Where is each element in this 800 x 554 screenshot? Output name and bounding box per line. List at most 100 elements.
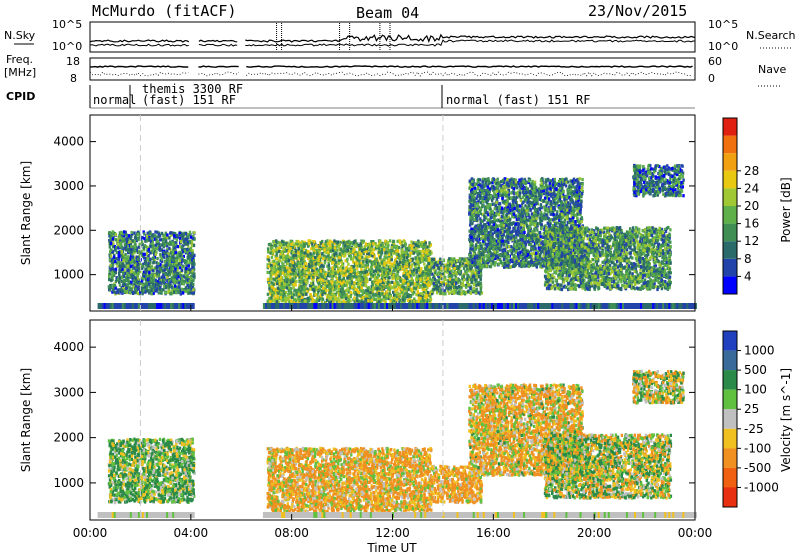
data-cell [353, 291, 355, 294]
nsky-trace [90, 40, 189, 42]
data-cell [308, 276, 310, 279]
data-cell [165, 263, 167, 266]
data-cell [179, 254, 181, 257]
data-cell [108, 275, 110, 278]
data-cell [154, 234, 156, 237]
data-cell [193, 259, 195, 262]
data-cell [125, 237, 127, 240]
data-cell [380, 267, 382, 270]
data-cell [388, 292, 390, 295]
data-cell [181, 288, 183, 291]
data-cell [312, 276, 314, 279]
data-cell [386, 261, 388, 264]
data-cell [404, 274, 406, 277]
data-cell [134, 240, 136, 243]
data-cell [149, 261, 151, 264]
data-cell [190, 236, 192, 239]
data-cell [305, 242, 307, 245]
data-cell [174, 268, 176, 271]
cpid-row: CPID normal themis 3300 RF (fast) 151 RF… [6, 82, 695, 108]
data-cell [148, 248, 150, 251]
data-cell [304, 300, 306, 303]
data-cell [321, 293, 323, 296]
data-cell [141, 240, 143, 243]
data-cell [406, 295, 408, 298]
data-cell [130, 281, 132, 284]
data-cell [161, 276, 163, 279]
data-cell [179, 274, 181, 277]
data-cell [188, 255, 190, 258]
data-cell [353, 241, 355, 244]
date-title: 23/Nov/2015 [588, 2, 687, 20]
data-cell [276, 251, 278, 254]
data-cell [180, 234, 182, 237]
data-cell [411, 277, 413, 280]
data-cell [387, 245, 389, 248]
data-cell [142, 273, 144, 276]
data-cell [128, 234, 130, 237]
data-cell [273, 260, 275, 263]
data-cell [144, 268, 146, 271]
data-cell [372, 274, 374, 277]
data-cell [413, 248, 415, 251]
data-cell [389, 300, 391, 303]
data-cell [415, 250, 417, 253]
data-cell [267, 255, 269, 258]
data-cell [295, 272, 297, 275]
data-cell [174, 285, 176, 288]
data-cell [180, 292, 182, 295]
data-cell [397, 277, 399, 280]
freq-trace [90, 66, 188, 67]
data-cell [146, 252, 148, 255]
data-cell [163, 242, 165, 245]
data-cell [191, 255, 193, 258]
data-cell [189, 241, 191, 244]
data-cell [418, 299, 420, 302]
data-cell [304, 251, 306, 254]
data-cell [367, 289, 369, 292]
data-cell [278, 280, 280, 283]
data-cell [369, 278, 371, 281]
data-cell [386, 256, 388, 259]
data-cell [346, 258, 348, 261]
data-cell [164, 269, 166, 272]
data-cell [347, 263, 349, 266]
data-cell [112, 242, 114, 245]
noise-panel: N.Sky 10^5 10^0 10^5 10^0 N.Search [4, 18, 796, 53]
data-cell [280, 286, 282, 289]
noise-tick-left-bottom: 10^0 [52, 40, 82, 53]
data-cell [113, 284, 115, 287]
noise-tick-right-top: 10^5 [708, 18, 738, 31]
data-cell [157, 262, 159, 265]
data-cell [121, 250, 123, 253]
nave-trace [246, 72, 692, 76]
data-cell [408, 262, 410, 265]
data-cell [118, 281, 120, 284]
data-cell [267, 300, 269, 303]
data-cell [126, 240, 128, 243]
data-cell [409, 271, 411, 274]
data-cell [142, 265, 144, 268]
beam-title: Beam 04 [356, 4, 419, 22]
data-cell [347, 287, 349, 290]
data-cell [115, 238, 117, 241]
freq-trace [246, 66, 692, 67]
data-cell [191, 292, 193, 295]
data-cell [122, 272, 124, 275]
data-cell [186, 238, 188, 241]
data-cell [187, 243, 189, 246]
data-cell [267, 293, 269, 296]
data-cell [134, 245, 136, 248]
data-cell [163, 256, 165, 259]
data-cell [420, 267, 422, 270]
data-cell [305, 293, 307, 296]
data-cell [115, 233, 117, 236]
data-cell [374, 273, 376, 276]
nsky-label: N.Sky [4, 29, 36, 42]
data-cell [142, 284, 144, 287]
data-cell [289, 263, 291, 266]
data-cell [321, 264, 323, 267]
data-cell [152, 283, 154, 286]
data-cell [351, 286, 353, 289]
data-cell [156, 265, 158, 268]
